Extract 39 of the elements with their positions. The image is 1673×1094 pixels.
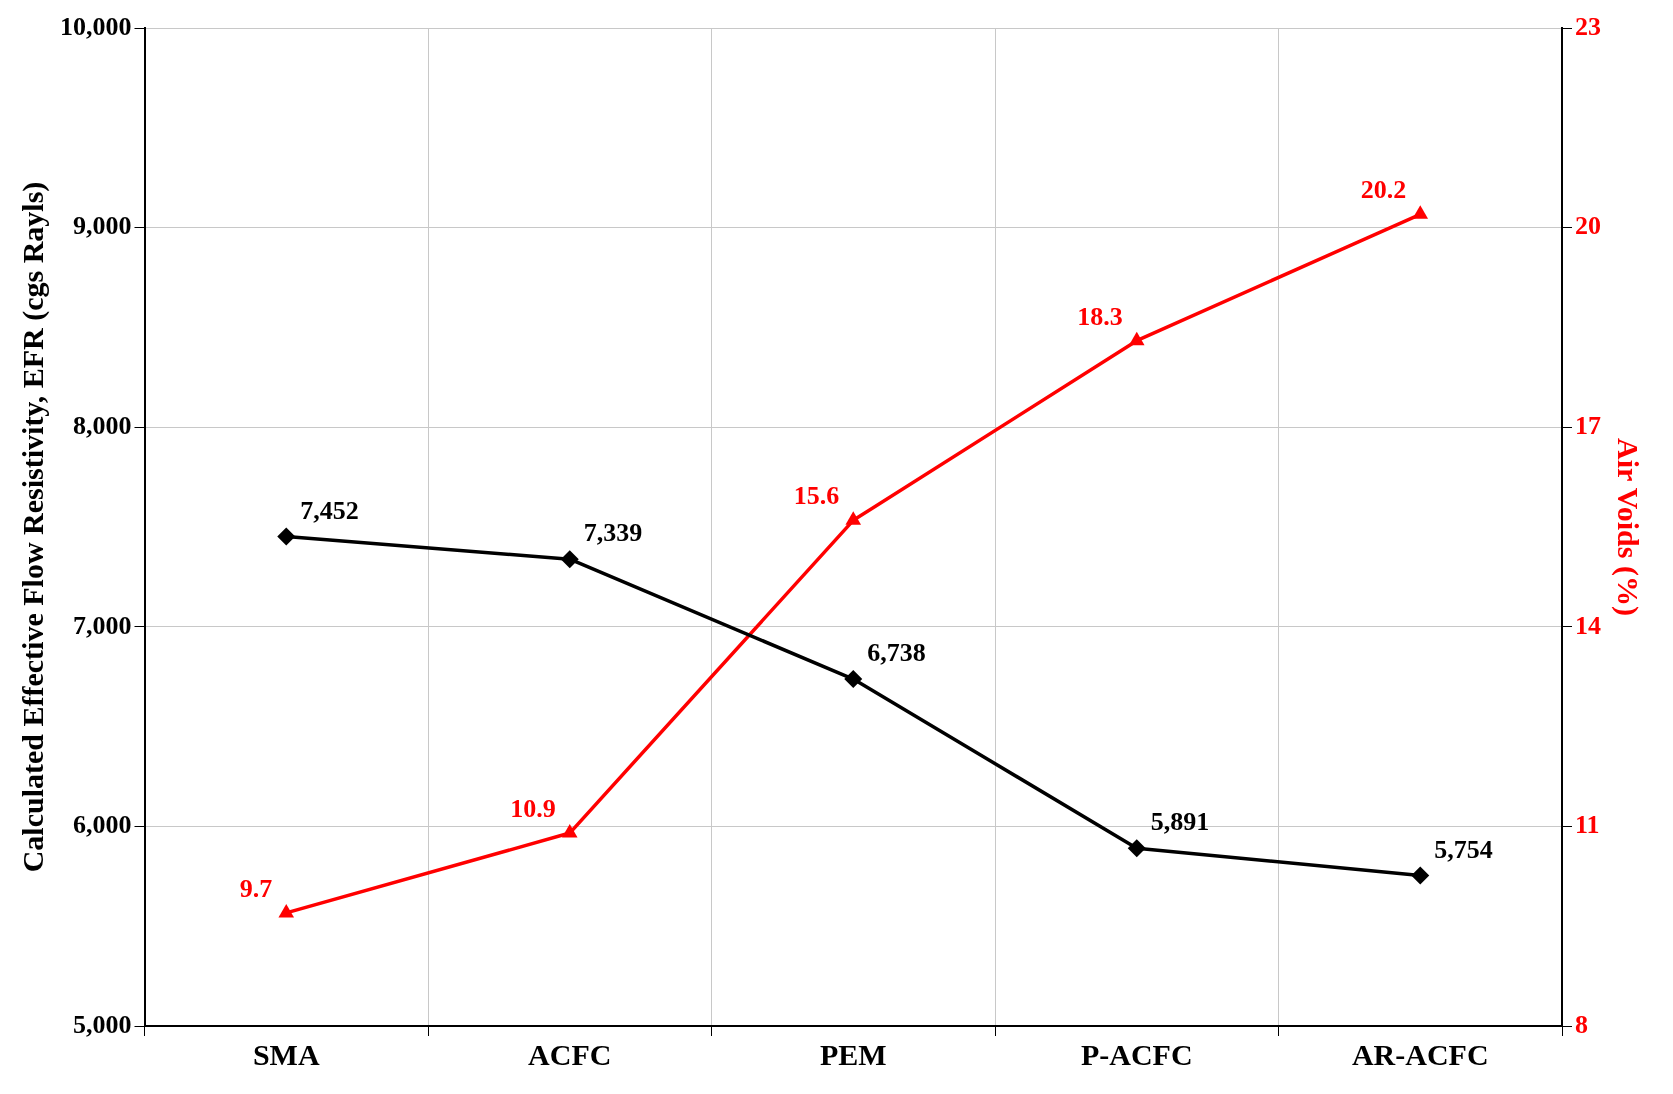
data-label: 9.7	[239, 873, 273, 903]
y-tick-label: 5,000	[73, 1009, 132, 1039]
x-tick-label: PEM	[819, 1037, 887, 1071]
y2-tick-label: 17	[1575, 410, 1601, 440]
point	[1127, 839, 1146, 858]
y2-tick-label: 8	[1575, 1009, 1588, 1039]
y-tick-label: 8,000	[73, 410, 132, 440]
x-tick-label: SMA	[252, 1037, 320, 1071]
y-tick-label: 9,000	[73, 211, 132, 241]
data-label: 18.3	[1077, 301, 1123, 331]
y2-tick-label: 20	[1575, 211, 1601, 241]
y-tick-label: 6,000	[73, 810, 132, 840]
x-tick-label: AR-ACFC	[1351, 1037, 1489, 1071]
data-label: 5,891	[1150, 807, 1210, 837]
y-tick-label: 7,000	[73, 610, 132, 640]
point	[560, 550, 579, 569]
x-tick-label: ACFC	[528, 1037, 612, 1071]
y2-tick-label: 11	[1575, 810, 1600, 840]
y2-tick-label: 23	[1575, 11, 1601, 41]
point	[845, 511, 862, 525]
point	[277, 527, 296, 546]
point	[561, 824, 578, 838]
data-label: 6,738	[867, 638, 926, 668]
data-label: 7,452	[300, 495, 359, 525]
y2-tick-label: 14	[1575, 610, 1601, 640]
x-tick-label: P-ACFC	[1080, 1037, 1193, 1071]
data-label: 10.9	[510, 794, 556, 824]
data-label: 20.2	[1360, 175, 1407, 205]
point	[844, 670, 863, 689]
data-label: 7,339	[583, 518, 643, 548]
y-tick-label: 10,000	[60, 11, 132, 41]
y-axis-title: Calculated Effective Flow Resistivity, EFR (cgs Rayls)	[15, 181, 50, 873]
point	[278, 903, 295, 918]
data-label: 15.6	[793, 481, 840, 511]
y2-axis-title: Air Voids (%)	[1611, 438, 1646, 616]
data-label: 5,754	[1434, 834, 1493, 864]
point	[1128, 331, 1145, 346]
point	[1412, 205, 1429, 219]
point	[1411, 866, 1430, 885]
